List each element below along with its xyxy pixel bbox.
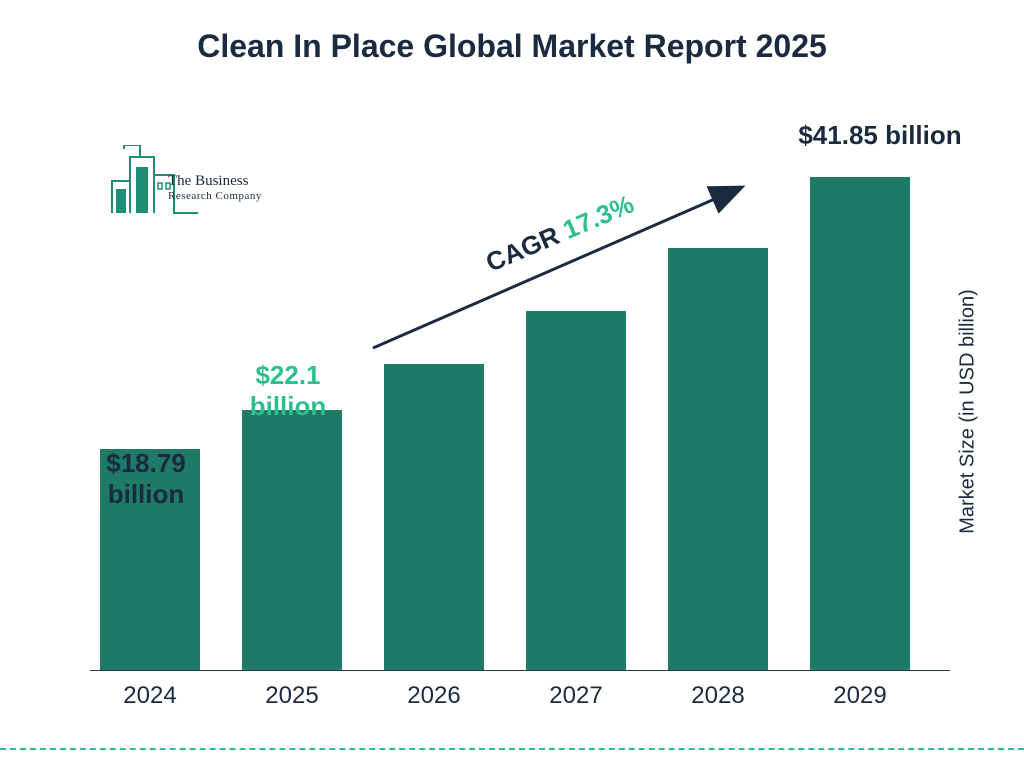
chart-container: Clean In Place Global Market Report 2025… — [0, 0, 1024, 768]
footer-divider — [0, 748, 1024, 750]
x-label-2024: 2024 — [100, 682, 200, 710]
value-label-2025-amount: $22.1 — [255, 360, 320, 390]
bar-chart — [90, 140, 950, 670]
bar-2028 — [668, 248, 768, 670]
value-label-2024: $18.79 billion — [86, 448, 206, 510]
x-label-2027: 2027 — [526, 682, 626, 710]
value-label-2029: $41.85 billion — [770, 120, 990, 151]
value-label-2024-unit: billion — [108, 479, 185, 509]
x-label-2029: 2029 — [810, 682, 910, 710]
x-label-2028: 2028 — [668, 682, 768, 710]
x-label-2026: 2026 — [384, 682, 484, 710]
value-label-2025: $22.1 billion — [228, 360, 348, 422]
value-label-2024-amount: $18.79 — [106, 448, 186, 478]
bar-2025 — [242, 410, 342, 670]
page-title: Clean In Place Global Market Report 2025 — [0, 28, 1024, 65]
bar-2029 — [810, 177, 910, 670]
x-label-2025: 2025 — [242, 682, 342, 710]
y-axis-label: Market Size (in USD billion) — [957, 272, 980, 552]
x-axis-line — [90, 670, 950, 671]
value-label-2025-unit: billion — [250, 391, 327, 421]
bar-2026 — [384, 364, 484, 670]
bar-2027 — [526, 311, 626, 670]
